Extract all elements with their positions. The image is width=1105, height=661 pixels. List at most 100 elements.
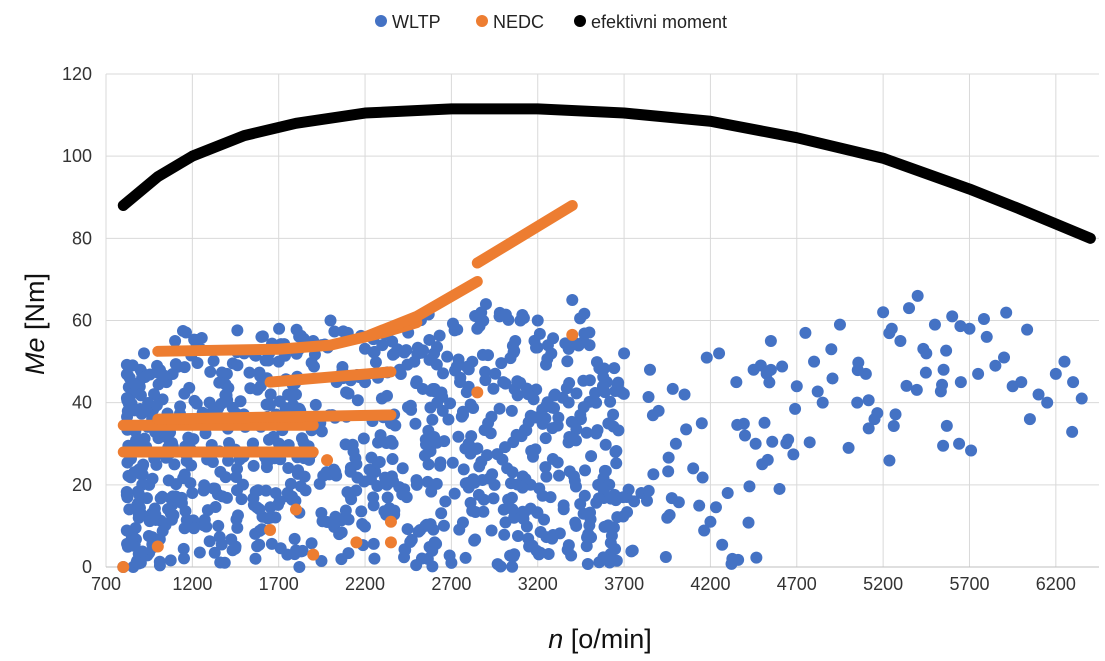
wltp-point (936, 378, 949, 391)
wltp-point (177, 542, 190, 555)
wltp-point (560, 382, 573, 395)
nedc-segment (471, 199, 578, 269)
x-tick-label: 4200 (690, 574, 730, 594)
wltp-point (541, 339, 554, 352)
nedc-point (566, 328, 579, 341)
wltp-point (738, 429, 751, 442)
wltp-point (589, 386, 602, 399)
wltp-point (662, 465, 675, 478)
nedc-point (350, 536, 363, 549)
wltp-point (662, 451, 675, 464)
wltp-point (437, 367, 450, 380)
wltp-point (261, 512, 274, 525)
wltp-point (553, 469, 566, 482)
wltp-point (176, 324, 189, 337)
wltp-point (787, 448, 800, 461)
wltp-point (197, 484, 210, 497)
wltp-point (424, 401, 437, 414)
wltp-point (598, 520, 611, 533)
wltp-point (506, 560, 519, 573)
wltp-point (559, 337, 572, 350)
wltp-point (678, 388, 691, 401)
wltp-point (294, 329, 307, 342)
wltp-point (374, 429, 387, 442)
wltp-point (337, 325, 350, 338)
wltp-point (132, 488, 145, 501)
wltp-point (569, 480, 582, 493)
wltp-point (309, 398, 322, 411)
wltp-point (284, 477, 297, 490)
wltp-point (583, 374, 596, 387)
wltp-point (457, 463, 470, 476)
nedc-point (307, 548, 320, 561)
wltp-point (367, 491, 380, 504)
wltp-point (358, 520, 371, 533)
wltp-point (149, 508, 162, 521)
wltp-point (231, 324, 244, 337)
wltp-point (515, 430, 528, 443)
legend-marker-efektivni-moment (574, 15, 586, 27)
y-tick-label: 40 (72, 393, 92, 413)
wltp-point (852, 356, 865, 369)
wltp-point (816, 396, 829, 409)
y-tick-labels: 0 20 40 60 80 100 120 (62, 64, 92, 577)
wltp-point (183, 381, 196, 394)
wltp-point (509, 334, 522, 347)
wltp-point (578, 489, 591, 502)
wltp-point (315, 554, 328, 567)
wltp-point (132, 508, 145, 521)
wltp-point (123, 503, 136, 516)
wltp-point (347, 445, 360, 458)
wltp-point (462, 380, 475, 393)
wltp-point (593, 556, 606, 569)
wltp-point (128, 404, 141, 417)
wltp-point (220, 491, 233, 504)
x-tick-label: 1200 (172, 574, 212, 594)
wltp-point (766, 435, 779, 448)
wltp-point (231, 359, 244, 372)
wltp-point (137, 347, 150, 360)
wltp-point (618, 347, 631, 360)
wltp-point (273, 495, 286, 508)
wltp-point (750, 551, 763, 564)
wltp-point (215, 366, 228, 379)
wltp-point (499, 441, 512, 454)
wltp-point (826, 372, 839, 385)
wltp-point (469, 505, 482, 518)
wltp-point (894, 335, 907, 348)
wltp-point (251, 540, 264, 553)
wltp-point (539, 461, 552, 474)
wltp-point (1023, 413, 1036, 426)
wltp-point (439, 495, 452, 508)
wltp-point (612, 424, 625, 437)
wltp-point (610, 457, 623, 470)
wltp-point (789, 402, 802, 415)
wltp-point (485, 410, 498, 423)
wltp-point (431, 340, 444, 353)
wltp-point (344, 489, 357, 502)
y-axis-title-symbol: Me (20, 337, 50, 375)
wltp-point (256, 330, 269, 343)
wltp-point (605, 529, 618, 542)
wltp-point (506, 503, 519, 516)
wltp-point (162, 474, 175, 487)
wltp-point (580, 426, 593, 439)
wltp-point (460, 360, 473, 373)
wltp-point (253, 503, 266, 516)
wltp-point (251, 383, 264, 396)
wltp-point (404, 399, 417, 412)
wltp-point (386, 453, 399, 466)
wltp-point (120, 392, 133, 405)
x-tick-label: 2700 (431, 574, 471, 594)
wltp-point (1000, 306, 1013, 319)
wltp-point (499, 516, 512, 529)
wltp-point (398, 346, 411, 359)
wltp-point (940, 419, 953, 432)
wltp-point (544, 491, 557, 504)
wltp-point (273, 395, 286, 408)
wltp-point (546, 422, 559, 435)
wltp-point (597, 370, 610, 383)
wltp-point (137, 458, 150, 471)
wltp-point (659, 551, 672, 564)
wltp-point (680, 423, 693, 436)
